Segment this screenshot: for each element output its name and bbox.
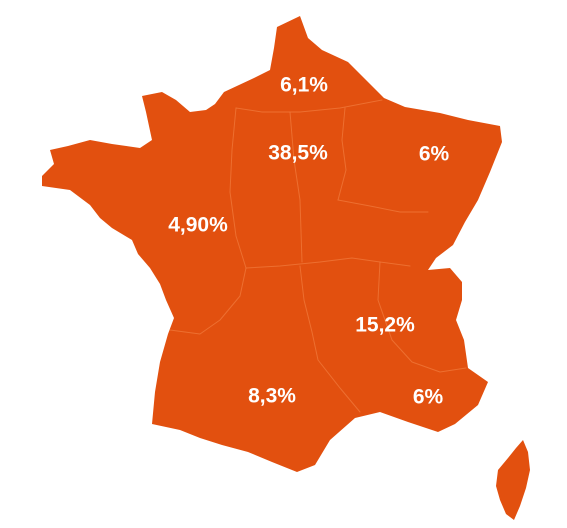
corsica-shape (496, 440, 530, 520)
border-sud-ouest (169, 267, 247, 335)
border-ouest (229, 107, 247, 269)
france-mainland-shape (42, 16, 502, 472)
label-rhone-alpes: 15,2% (355, 314, 415, 337)
label-nord: 6,1% (280, 74, 328, 97)
border-est-south (337, 199, 429, 213)
label-est: 6% (419, 143, 450, 166)
label-sud-ouest: 8,3% (248, 385, 296, 408)
region-borders (169, 99, 467, 413)
border-centre-west (289, 111, 303, 263)
border-centre-south (245, 257, 411, 269)
label-ouest: 4,90% (168, 214, 228, 237)
border-rhone-paca (377, 261, 467, 373)
border-nord (235, 99, 383, 113)
label-paca: 6% (413, 386, 444, 409)
label-ile-de-france: 38,5% (268, 142, 328, 165)
region-labels: 6,1% 38,5% 6% 4,90% 15,2% 8,3% 6% (168, 74, 449, 409)
border-idf-est (337, 107, 347, 201)
border-occitanie (299, 265, 361, 413)
